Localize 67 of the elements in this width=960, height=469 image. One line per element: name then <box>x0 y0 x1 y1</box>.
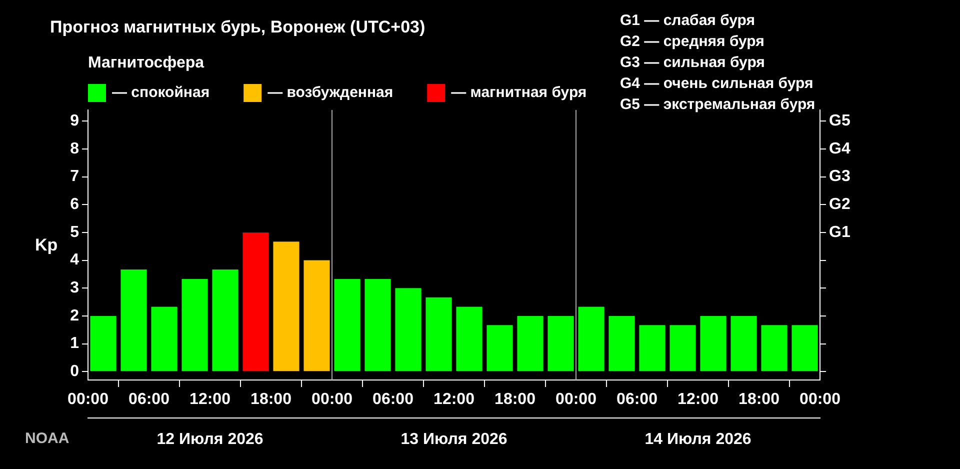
annotation: G5 — экстремальная буря <box>620 96 816 114</box>
x-tick-label: 12:00 <box>678 391 719 408</box>
x-tick-label: 12:00 <box>434 391 475 408</box>
chart-title: Прогноз магнитных бурь, Воронеж (UTC+03) <box>50 18 426 37</box>
bar <box>700 316 726 372</box>
bar <box>182 278 208 372</box>
text: G4 — очень сильная буря <box>620 75 814 92</box>
y-tick-label: 2 <box>70 307 80 324</box>
category-label: G3 <box>829 168 850 186</box>
bar <box>486 325 513 372</box>
bar <box>639 325 666 372</box>
x-tick-label: 00:00 <box>556 391 597 408</box>
bar <box>761 325 788 372</box>
category-label: G4 <box>829 140 850 158</box>
bar <box>151 306 178 372</box>
category-label: G2 <box>829 196 850 214</box>
text: G3 — сильная буря <box>620 54 765 72</box>
x-tick-label: 06:00 <box>128 391 170 408</box>
x2-tick-label: 13 Июля 2026 <box>400 431 508 448</box>
y-tick-label: 3 <box>70 280 80 297</box>
x2-tick-label: 14 Июля 2026 <box>644 431 752 448</box>
bar <box>670 325 696 372</box>
y-tick-label: 0 <box>70 363 80 380</box>
x-tick-label: 00:00 <box>800 391 841 408</box>
bar <box>334 278 360 372</box>
x-tick-label: 18:00 <box>250 391 292 408</box>
text: NOAA <box>25 430 70 448</box>
y-tick-label: 8 <box>70 140 80 158</box>
bar <box>517 316 544 372</box>
bar <box>242 232 269 372</box>
x2-tick-label: 12 Июля 2026 <box>156 431 264 448</box>
y-tick-label: 1 <box>70 335 80 352</box>
bar <box>395 288 422 372</box>
y-tick-label: 9 <box>70 112 80 130</box>
x-tick-label: 12:00 <box>190 391 231 408</box>
x-tick-label: 06:00 <box>616 391 658 408</box>
bar <box>548 316 574 372</box>
bar <box>120 269 147 372</box>
bar <box>212 269 238 372</box>
legend-label: — магнитная буря <box>451 84 587 102</box>
bar <box>364 278 391 372</box>
y-tick-label: 7 <box>70 168 80 186</box>
y-tick-label: 4 <box>70 252 80 269</box>
bar <box>273 242 300 372</box>
legend-label: — возбужденная <box>268 84 394 102</box>
x-tick-label: 00:00 <box>312 391 353 408</box>
y-tick-label: 5 <box>70 224 80 241</box>
y-axis-title: Kp <box>35 236 58 255</box>
x-tick-label: 00:00 <box>68 391 109 408</box>
bar <box>304 260 330 372</box>
bar <box>578 306 604 372</box>
text: G1 — слабая буря <box>620 12 756 30</box>
y-tick-label: 6 <box>70 196 80 214</box>
bar <box>792 325 818 372</box>
bar <box>426 297 452 372</box>
bar <box>730 316 757 372</box>
category-label: G5 <box>829 112 850 130</box>
x-tick-label: 18:00 <box>494 391 536 408</box>
text: G2 — средняя буря <box>620 33 764 50</box>
x-tick-label: 18:00 <box>738 391 780 408</box>
x-tick-label: 06:00 <box>372 391 414 408</box>
bar <box>456 306 482 372</box>
legend-label: — спокойная <box>112 84 210 102</box>
category-label: G1 <box>829 224 850 241</box>
bar <box>608 316 635 372</box>
bar <box>90 316 116 372</box>
legend-title: Магнитосфера <box>88 54 204 72</box>
